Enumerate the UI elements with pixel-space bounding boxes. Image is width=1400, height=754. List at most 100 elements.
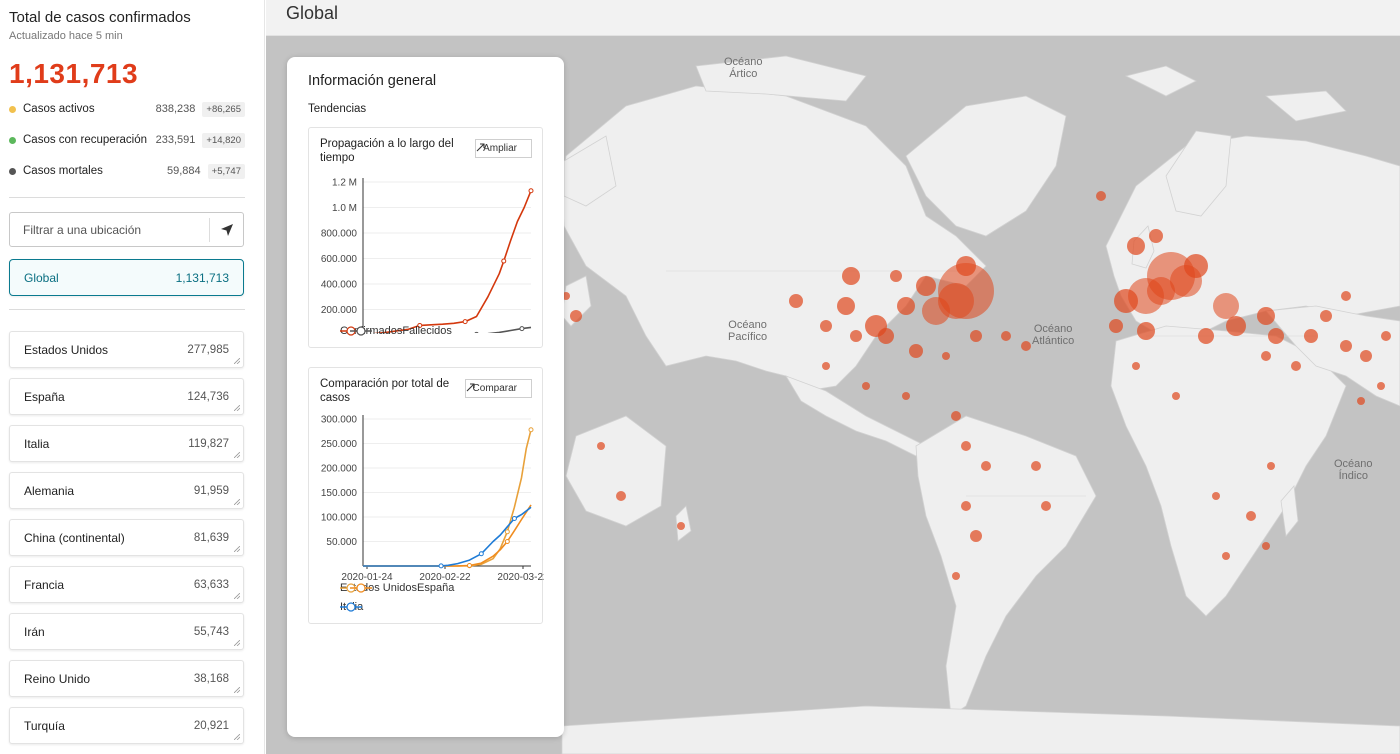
case-marker — [1001, 331, 1011, 341]
stat-delta-badge: +5,747 — [207, 163, 245, 179]
case-marker — [1226, 316, 1246, 336]
case-marker — [951, 411, 961, 421]
comparison-chart-card: Comparación por total de casos Comparar … — [308, 367, 544, 624]
case-marker — [981, 461, 991, 471]
series-point — [504, 529, 510, 535]
panel-title: Información general — [308, 73, 437, 89]
trends-heading: Tendencias — [308, 103, 367, 115]
case-marker — [789, 294, 803, 308]
series-point — [511, 515, 517, 521]
country-case-count: 81,639 — [193, 531, 229, 544]
country-name: Italia — [24, 436, 50, 451]
ocean-label-indian: Océano Índico — [1334, 458, 1373, 482]
global-location-card[interactable]: Global 1,131,713 — [9, 259, 244, 296]
y-tick-label: 300.000 — [321, 415, 358, 426]
series-line-estados-unidos — [363, 429, 532, 567]
series-point — [466, 563, 472, 569]
case-marker — [1261, 351, 1271, 361]
case-marker — [961, 501, 971, 511]
case-marker — [1149, 229, 1163, 243]
case-marker — [956, 256, 976, 276]
chart-title: Propagación a lo largo del tiempo — [320, 138, 454, 164]
expand-button[interactable]: Ampliar — [475, 139, 532, 158]
country-list-item[interactable]: Irán 55,743 — [9, 613, 244, 650]
case-marker — [1147, 277, 1175, 305]
resize-grip-icon — [234, 546, 240, 552]
case-marker — [916, 276, 936, 296]
series-point — [417, 322, 423, 328]
country-list-item[interactable]: Francia 63,633 — [9, 566, 244, 603]
country-name: España — [24, 389, 65, 404]
y-tick-label: 200.000 — [321, 305, 358, 316]
chart-legend: Confirmados Fallecidos — [340, 325, 452, 337]
series-point — [504, 539, 510, 544]
country-name: Francia — [24, 577, 65, 592]
country-list-item[interactable]: España 124,736 — [9, 378, 244, 415]
case-marker — [952, 572, 960, 580]
case-marker — [1109, 319, 1123, 333]
resize-grip-icon — [234, 499, 240, 505]
header-bar: Global — [266, 0, 1400, 36]
case-marker — [1198, 328, 1214, 344]
series-line-fallecidos — [486, 326, 532, 333]
case-markers — [562, 191, 1391, 580]
case-marker — [1031, 461, 1041, 471]
country-list-item[interactable]: China (continental) 81,639 — [9, 519, 244, 556]
case-marker — [1377, 382, 1385, 390]
expand-icon — [466, 383, 475, 392]
case-marker — [1246, 511, 1256, 521]
country-list-item[interactable]: Turquía 20,921 — [9, 707, 244, 744]
legend-italy-icon — [340, 602, 362, 612]
global-value: 1,131,713 — [175, 270, 229, 285]
locate-me-button[interactable] — [210, 213, 243, 246]
case-marker — [1267, 462, 1275, 470]
country-list-item[interactable]: Estados Unidos 277,985 — [9, 331, 244, 368]
legend-deaths: Fallecidos — [402, 325, 452, 337]
case-marker — [1341, 291, 1351, 301]
compare-button[interactable]: Comparar — [464, 379, 532, 398]
y-tick-label: 250.000 — [321, 439, 358, 450]
case-marker — [570, 310, 582, 322]
location-filter — [9, 212, 244, 247]
case-marker — [1291, 361, 1301, 371]
x-tick-label: 2020-02-22 — [419, 572, 471, 580]
case-marker — [842, 267, 860, 285]
case-marker — [1114, 289, 1138, 313]
stat-value: 233,591 — [155, 134, 196, 146]
case-marker — [1360, 350, 1372, 362]
resize-grip-icon — [234, 452, 240, 458]
resize-grip-icon — [234, 593, 240, 599]
country-case-count: 38,168 — [193, 672, 229, 685]
resize-grip-icon — [234, 358, 240, 364]
case-marker — [970, 330, 982, 342]
series-line-confirmados — [372, 190, 532, 333]
legend-spain: España — [417, 582, 455, 594]
stat-recovered: Casos con recuperación 233,591 +14,820 — [9, 131, 245, 149]
map-canvas[interactable] — [266, 36, 1400, 754]
case-marker — [970, 530, 982, 542]
case-marker — [1257, 307, 1275, 325]
page-title: Global — [286, 3, 339, 23]
resize-grip-icon — [234, 734, 240, 740]
country-list-item[interactable]: Alemania 91,959 — [9, 472, 244, 509]
country-list-item[interactable]: Reino Unido 38,168 — [9, 660, 244, 697]
location-search-input[interactable] — [10, 222, 209, 237]
y-tick-label: 1.0 M — [332, 203, 357, 214]
expand-icon — [476, 143, 485, 152]
chart-title: Comparación por total de casos — [320, 378, 450, 404]
country-name: China (continental) — [24, 530, 125, 545]
case-marker — [890, 270, 902, 282]
case-marker — [897, 297, 915, 315]
series-point — [474, 331, 479, 333]
country-case-count: 55,743 — [193, 625, 229, 638]
y-tick-label: 400.000 — [321, 280, 358, 291]
country-list-item[interactable]: Italia 119,827 — [9, 425, 244, 462]
y-tick-label: 800.000 — [321, 229, 358, 240]
stat-delta-badge: +14,820 — [202, 132, 245, 148]
case-marker — [1213, 293, 1239, 319]
country-case-count: 63,633 — [193, 578, 229, 591]
compare-button-label: Comparar — [472, 383, 517, 394]
case-marker — [850, 330, 862, 342]
stat-label: Casos con recuperación — [23, 134, 148, 146]
